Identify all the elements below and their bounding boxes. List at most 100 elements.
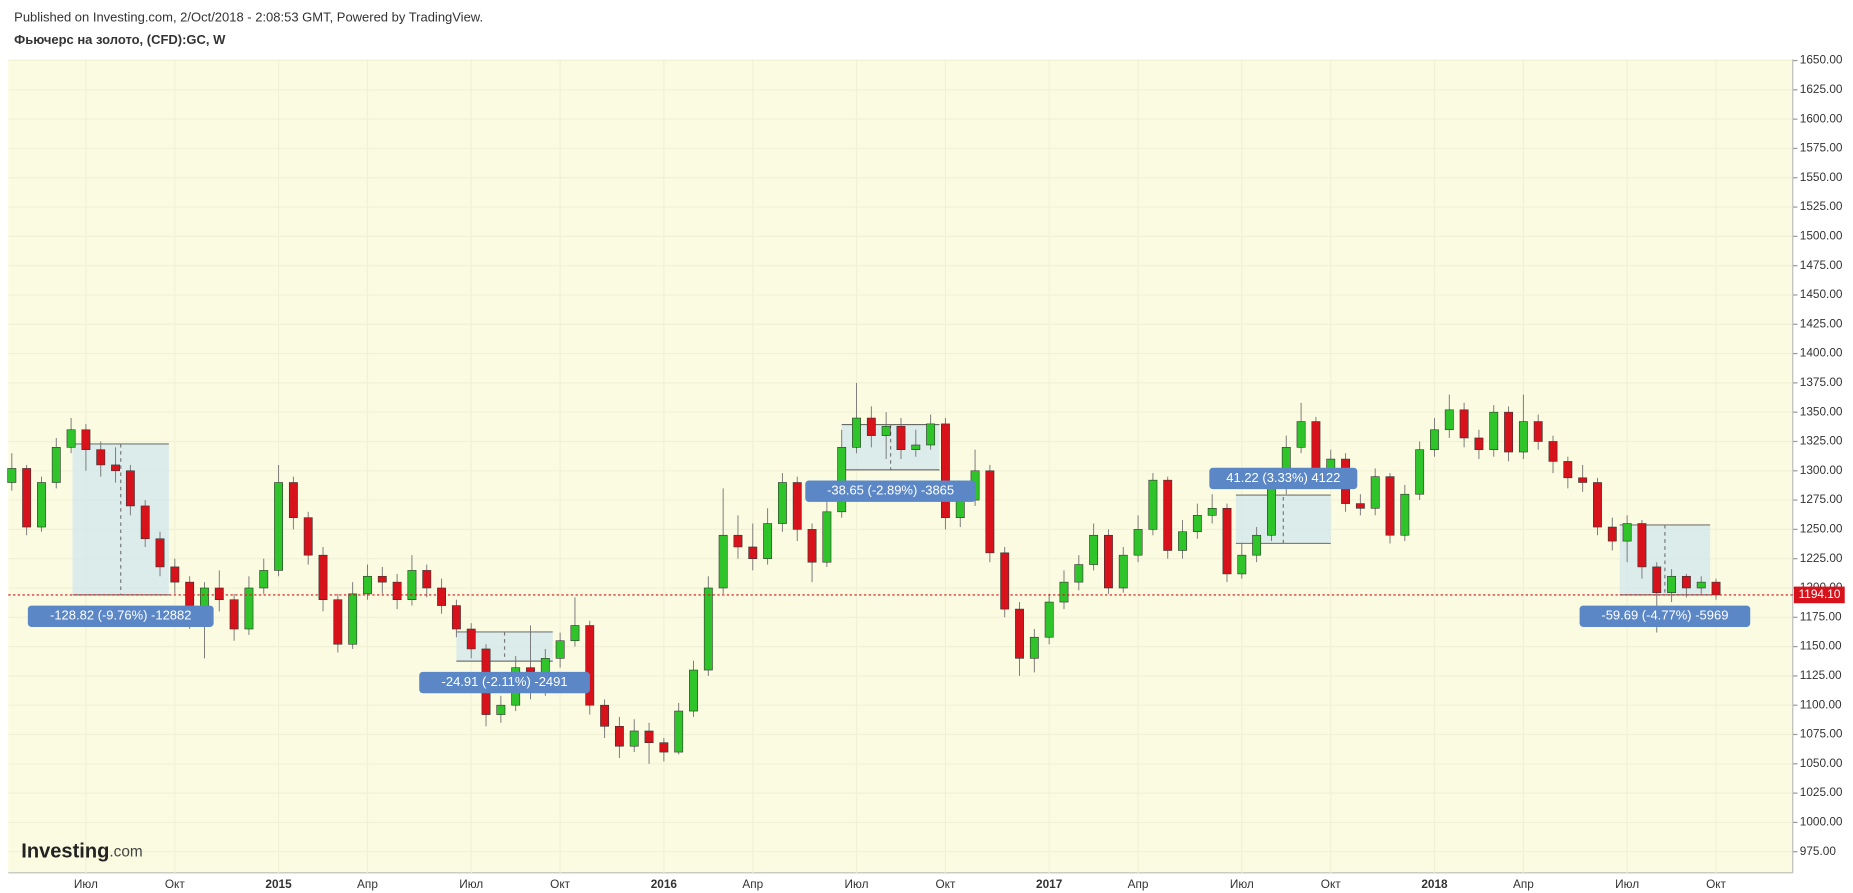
candle-body: [733, 534, 743, 548]
candle-body: [288, 482, 298, 518]
measure-label: 41.22 (3.33%) 4122: [1226, 470, 1340, 485]
candle-body: [1296, 421, 1306, 448]
candle-body: [926, 423, 936, 446]
candle-body: [1370, 476, 1380, 509]
candle-body: [229, 599, 239, 630]
y-tick-label: 1525.00: [1800, 199, 1843, 213]
candle-body: [1504, 411, 1513, 453]
x-tick-label: Апр: [1513, 877, 1534, 891]
y-tick-label: 1275.00: [1800, 492, 1843, 506]
x-tick-label: Апр: [742, 877, 763, 891]
candle-body: [600, 704, 610, 727]
candle-body: [896, 425, 906, 450]
last-price-label: 1194.10: [1799, 587, 1841, 601]
y-tick-label: 1600.00: [1800, 111, 1843, 125]
candle-body: [51, 447, 61, 483]
y-tick-label: 1375.00: [1800, 375, 1843, 389]
candle-body: [1681, 575, 1691, 589]
y-tick-label: 1325.00: [1800, 434, 1843, 448]
y-tick-label: 1550.00: [1800, 170, 1843, 184]
candle-body: [1252, 534, 1262, 556]
candle-body: [303, 517, 313, 556]
candle-body: [1667, 575, 1677, 593]
measure-label-bg: [27, 605, 214, 627]
candle-body: [1415, 449, 1425, 495]
x-tick-label: Окт: [935, 877, 955, 891]
candle-body: [644, 730, 654, 744]
candle-body: [1104, 534, 1113, 589]
candle-body: [1000, 552, 1010, 610]
candle-body: [1237, 554, 1247, 575]
x-tick-label: Июл: [1230, 877, 1254, 891]
candle-body: [1118, 554, 1128, 589]
candle-body: [555, 640, 565, 659]
symbol-title: Фьючерс на золото, (CFD):GC, W: [14, 32, 226, 47]
x-tick-label: 2015: [265, 877, 292, 891]
candle-body: [659, 742, 669, 753]
measure-label-bg: [1209, 467, 1358, 490]
candle-body: [1533, 421, 1543, 442]
candle-body: [777, 482, 787, 524]
y-tick-label: 1400.00: [1800, 346, 1843, 360]
candle-body: [1548, 441, 1558, 462]
candle-body: [1444, 409, 1454, 431]
candle-body: [718, 534, 728, 589]
measure-label-bg: [805, 480, 976, 502]
candle-body: [422, 570, 432, 589]
measure-label: -128.82 (-9.76%) -12882: [50, 608, 191, 623]
y-tick-label: 1225.00: [1800, 551, 1843, 565]
candle-body: [66, 429, 76, 448]
candle-body: [852, 417, 861, 448]
y-tick-label: 1650.00: [1800, 53, 1843, 67]
publish-note: Published on Investing.com, 2/Oct/2018 -…: [14, 9, 483, 24]
candle-body: [881, 425, 891, 436]
measure-label: -24.91 (-2.11%) -2491: [442, 674, 568, 689]
x-tick-label: 2016: [651, 877, 678, 891]
measure-label-bg: [419, 671, 590, 694]
candle-body: [911, 444, 921, 450]
candle-body: [1192, 515, 1202, 533]
candle-body: [1578, 477, 1588, 483]
y-tick-label: 1300.00: [1800, 463, 1843, 477]
watermark-brand: Investing: [21, 841, 109, 863]
y-tick-label: 1025.00: [1800, 785, 1843, 799]
candle-body: [955, 499, 965, 518]
measure-box: [72, 443, 169, 595]
candle-body: [763, 523, 773, 559]
candle-body: [807, 529, 817, 563]
candle-body: [96, 449, 106, 466]
y-tick-label: 1125.00: [1800, 668, 1842, 682]
candle-body: [1430, 429, 1439, 450]
y-tick-label: 1075.00: [1800, 727, 1843, 741]
candle-body: [318, 554, 328, 601]
y-tick-label: 1625.00: [1800, 82, 1843, 96]
y-tick-label: 1000.00: [1800, 815, 1843, 829]
x-tick-label: Окт: [550, 877, 570, 891]
last-price-tag: [1793, 586, 1845, 604]
candle-body: [614, 726, 624, 747]
candle-body: [274, 482, 283, 571]
measure-label: -38.65 (-2.89%) -3865: [827, 483, 954, 498]
candle-body: [140, 505, 150, 540]
candle-body: [748, 546, 758, 559]
candle-body: [1637, 523, 1647, 568]
x-tick-label: 2018: [1421, 877, 1448, 891]
candle-body: [1711, 581, 1721, 596]
candle-body: [451, 605, 461, 630]
candle-body: [689, 669, 698, 712]
candle-body: [703, 587, 713, 671]
candle-body: [1518, 421, 1528, 453]
x-tick-label: 2017: [1036, 877, 1063, 891]
y-tick-label: 1100.00: [1800, 697, 1842, 711]
candle-body: [1355, 503, 1365, 509]
candle-body: [214, 587, 224, 601]
candle-body: [333, 599, 343, 645]
x-tick-label: Июл: [1615, 877, 1639, 891]
candle-body: [1385, 476, 1395, 536]
y-tick-label: 1150.00: [1800, 639, 1842, 653]
candle-body: [496, 704, 506, 715]
candle-body: [1207, 507, 1217, 516]
y-tick-label: 1575.00: [1800, 141, 1843, 155]
measure-label: -59.69 (-4.77%) -5969: [1601, 608, 1728, 623]
